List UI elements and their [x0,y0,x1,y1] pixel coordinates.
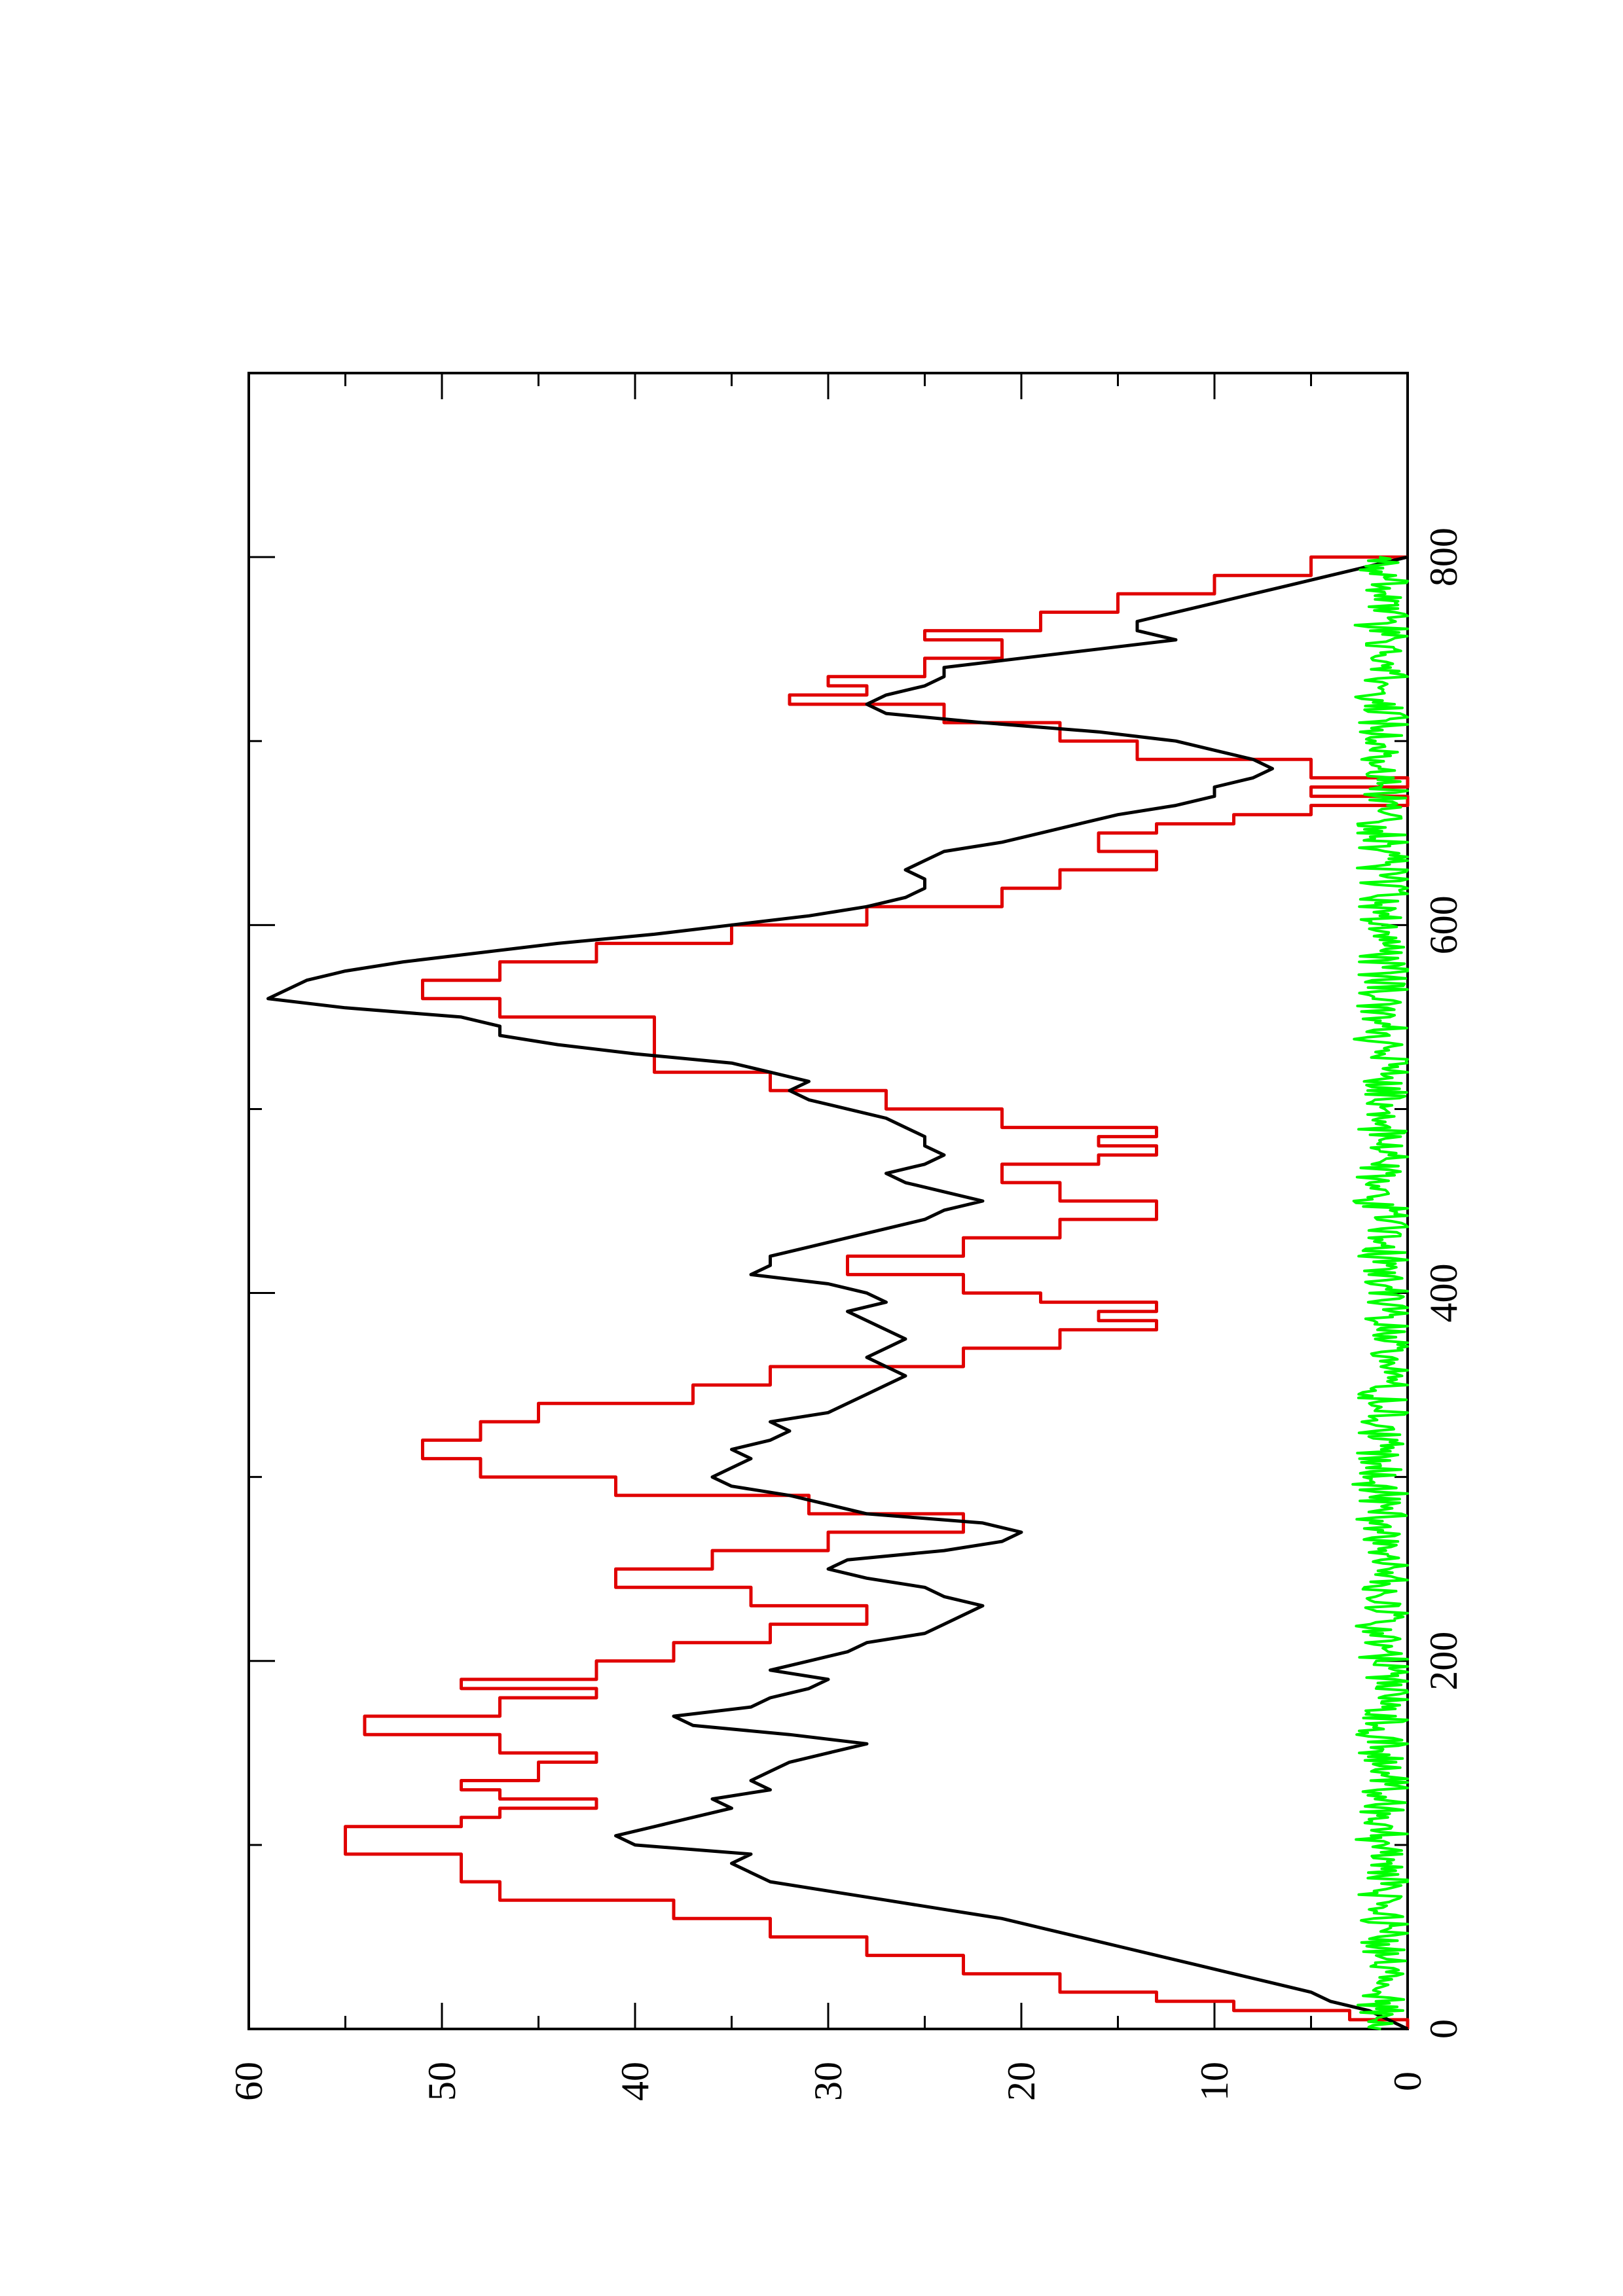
series-line-3 [1351,556,1409,2030]
x-tick-label: 800 [1422,528,1465,586]
series-line-1 [344,555,1410,2029]
series-layer [266,555,1410,2031]
y-tick-label: 50 [420,2062,464,2101]
x-tick-label: 600 [1422,895,1465,954]
x-tick-label: 200 [1422,1632,1465,1691]
plot-frame [247,372,1409,2030]
y-tick-label: 10 [1193,2062,1236,2101]
tick-labels: 0 200 400 600 800 0 10 20 30 40 50 60 [227,528,1465,2101]
y-tick-label: 20 [1000,2062,1043,2101]
y-tick-label: 40 [613,2062,657,2101]
y-tick-label: 30 [807,2062,850,2101]
tick-marks [247,373,1409,2030]
y-tick-label: 0 [1386,2072,1429,2091]
x-tick-label: 400 [1422,1264,1465,1323]
y-tick-label: 60 [227,2062,270,2101]
x-tick-label: 0 [1422,2019,1465,2039]
plot-area: 0 200 400 600 800 0 10 20 30 40 50 60 [227,372,1465,2101]
series-line-2 [266,555,1409,2031]
